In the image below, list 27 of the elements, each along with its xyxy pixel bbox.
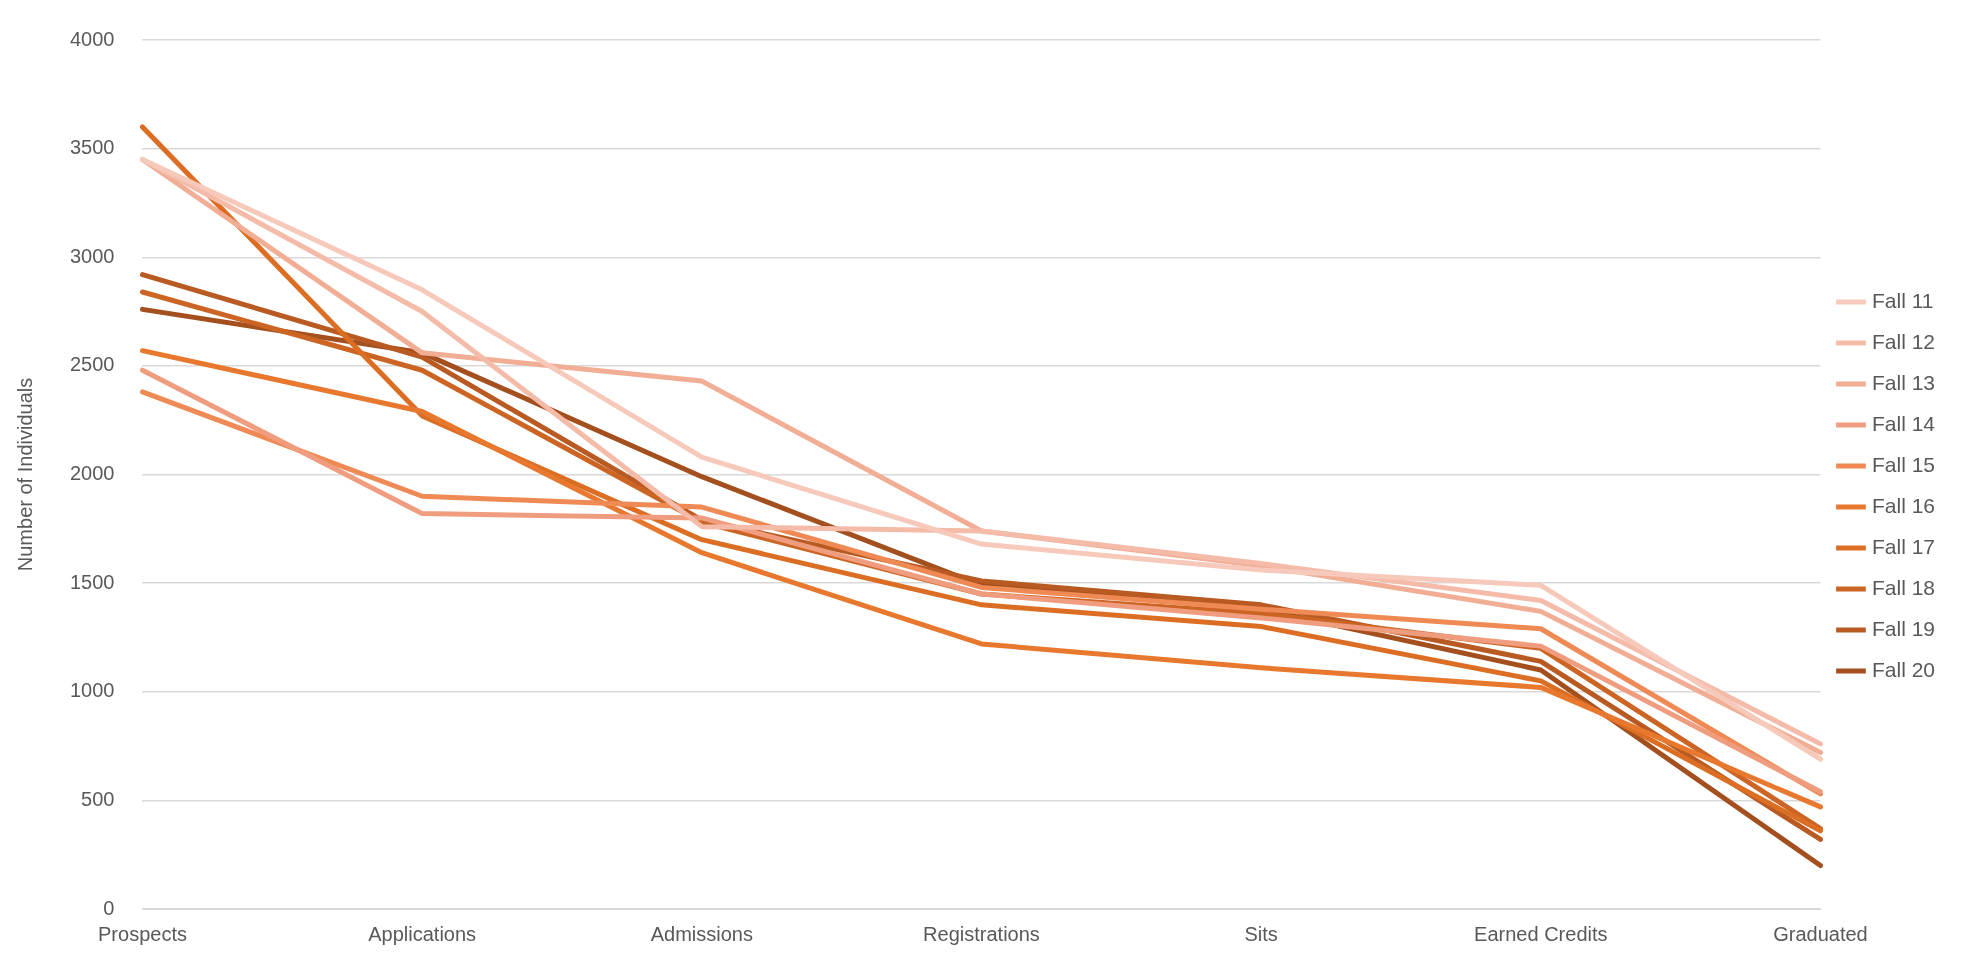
y-tick-label: 0 — [103, 896, 115, 919]
y-axis-title: Number of Individuals — [13, 377, 36, 572]
legend-label: Fall 20 — [1871, 657, 1935, 681]
legend-label: Fall 11 — [1871, 288, 1934, 312]
legend-label: Fall 19 — [1871, 616, 1935, 640]
legend-label: Fall 16 — [1871, 493, 1935, 517]
legend-label: Fall 14 — [1871, 411, 1936, 435]
x-tick-label: Applications — [368, 922, 477, 945]
y-tick-label: 3000 — [69, 244, 115, 267]
y-tick-label: 2500 — [69, 353, 115, 376]
legend-label: Fall 17 — [1871, 534, 1935, 558]
x-tick-label: Registrations — [923, 922, 1040, 945]
y-tick-label: 1500 — [69, 570, 115, 593]
x-tick-label: Sits — [1244, 922, 1278, 945]
x-tick-label: Earned Credits — [1474, 922, 1608, 945]
y-tick-label: 1000 — [69, 679, 115, 702]
y-tick-label: 4000 — [69, 27, 115, 50]
legend-label: Fall 18 — [1871, 575, 1935, 599]
x-tick-label: Admissions — [650, 922, 753, 945]
y-tick-label: 3500 — [69, 136, 115, 159]
x-tick-label: Prospects — [98, 922, 187, 945]
legend-label: Fall 15 — [1871, 452, 1935, 476]
y-tick-label: 2000 — [69, 462, 115, 485]
legend-label: Fall 12 — [1871, 329, 1935, 353]
y-tick-label: 500 — [81, 787, 115, 810]
legend-label: Fall 13 — [1871, 370, 1935, 394]
x-tick-label: Graduated — [1773, 922, 1868, 945]
